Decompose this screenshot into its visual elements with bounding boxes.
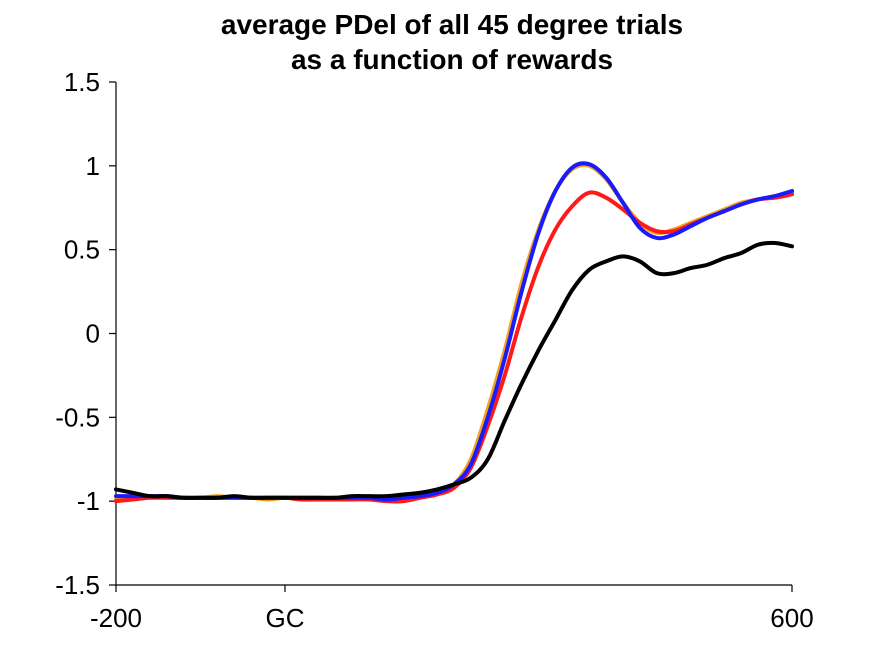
series-line-1: [114, 163, 794, 502]
y-tick-label: 0.5: [64, 235, 100, 265]
x-tick-label: GC: [266, 603, 305, 633]
axes: 1.5 1 0.5 0 -0.5 -1 -1.5-200 GC 600: [55, 67, 814, 633]
chart-title-line-2: as a function of rewards: [291, 44, 613, 75]
y-tick-label: 0: [86, 319, 100, 349]
x-tick-label: -200: [90, 603, 142, 633]
y-tick-label: -0.5: [55, 402, 100, 432]
series-layer: [114, 161, 794, 504]
y-tick-label: -1: [77, 486, 100, 516]
y-tick-label: 1.5: [64, 67, 100, 97]
series-line-4: [114, 240, 794, 500]
y-tick-label: -1.5: [55, 570, 100, 600]
series-line-3: [114, 161, 794, 502]
x-tick-label: 600: [770, 603, 813, 633]
y-tick-label: 1: [86, 151, 100, 181]
chart-title-line-1: average PDel of all 45 degree trials: [221, 9, 683, 40]
series-line-2: [114, 190, 794, 504]
